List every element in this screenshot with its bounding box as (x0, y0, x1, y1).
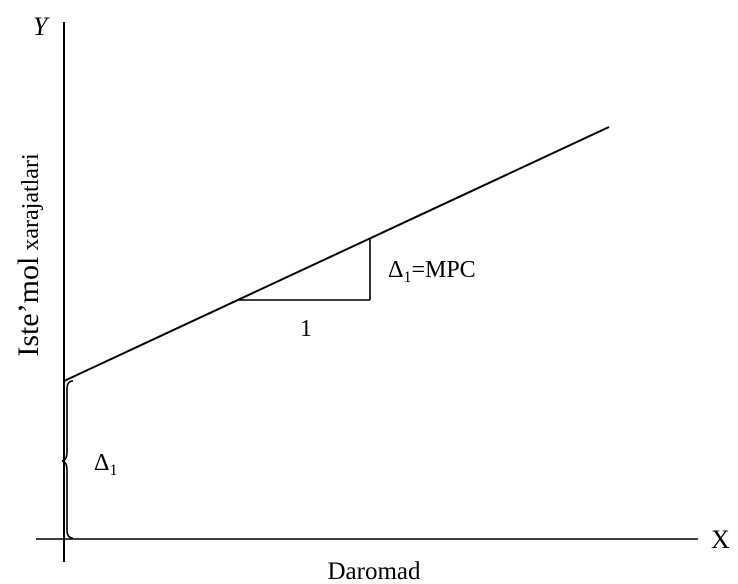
slope-label: Δ1=MPC (388, 257, 476, 286)
y-axis-label: Iste’mol xarajatlari (12, 153, 45, 357)
x-axis-letter: X (711, 525, 730, 554)
y-axis-letter: Y (33, 12, 50, 41)
intercept-label: Δ1 (94, 450, 117, 479)
consumption-line (63, 126, 610, 382)
run-label: 1 (300, 316, 312, 342)
intercept-brace (61, 380, 74, 539)
x-axis-label: Daromad (327, 558, 421, 584)
